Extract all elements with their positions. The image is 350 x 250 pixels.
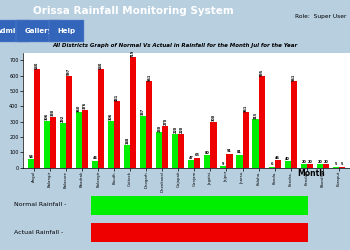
Text: Role:  Super User: Role: Super User [295, 14, 346, 19]
Bar [156, 132, 162, 168]
Text: Admin: Admin [0, 28, 21, 34]
Bar [91, 196, 308, 215]
Bar [210, 122, 217, 168]
Text: 561: 561 [292, 74, 296, 81]
Text: 80: 80 [205, 150, 210, 154]
Text: 91: 91 [227, 149, 232, 153]
Text: 306: 306 [45, 113, 49, 120]
Bar [226, 154, 233, 168]
Bar [243, 112, 248, 168]
Text: 40: 40 [285, 157, 290, 161]
Bar [140, 116, 146, 168]
Text: 337: 337 [141, 108, 145, 115]
Bar [323, 164, 329, 168]
Text: 220: 220 [180, 126, 183, 133]
Bar [44, 120, 50, 168]
Text: 47: 47 [189, 156, 194, 160]
Text: 431: 431 [115, 94, 119, 101]
Bar [188, 160, 194, 168]
Bar [66, 76, 72, 168]
Bar [91, 223, 308, 242]
Text: Normal Rainfall -: Normal Rainfall - [14, 202, 66, 206]
Bar [98, 69, 104, 168]
Bar [34, 69, 40, 168]
Text: 597: 597 [67, 68, 71, 75]
Text: 20: 20 [307, 160, 312, 164]
Text: 148: 148 [125, 137, 129, 144]
Bar [268, 166, 275, 168]
Text: 81: 81 [237, 150, 242, 154]
Bar [252, 119, 259, 168]
Bar [130, 57, 136, 168]
Text: 220: 220 [173, 126, 177, 133]
Text: All Districts Graph of Normal Vs Actual in Rainfall for the Month Jul for the Ye: All Districts Graph of Normal Vs Actual … [52, 43, 298, 48]
Bar [194, 158, 201, 168]
Bar [307, 164, 313, 168]
Bar [28, 159, 34, 168]
Text: 44: 44 [93, 156, 97, 160]
Text: 561: 561 [147, 74, 151, 81]
Bar [108, 120, 114, 168]
Text: 595: 595 [260, 68, 264, 76]
Bar [50, 117, 56, 168]
Bar [76, 112, 82, 168]
Bar [332, 167, 339, 168]
Bar [146, 82, 152, 168]
Text: 46: 46 [275, 156, 280, 160]
Text: 719: 719 [131, 50, 135, 57]
Bar [204, 155, 210, 168]
Text: 640: 640 [35, 62, 39, 69]
Bar [220, 166, 226, 168]
Text: 300: 300 [211, 114, 216, 121]
Text: 65: 65 [195, 153, 200, 157]
Bar [290, 82, 297, 168]
Bar [124, 145, 130, 168]
Bar [92, 161, 98, 168]
Bar [275, 160, 281, 168]
Text: Help: Help [57, 28, 76, 34]
Text: Orissa Rainfall Monitoring System: Orissa Rainfall Monitoring System [33, 6, 233, 16]
Text: 230: 230 [157, 124, 161, 132]
Text: 5: 5 [335, 162, 337, 166]
Text: 360: 360 [77, 104, 81, 112]
Text: 640: 640 [99, 62, 103, 69]
Bar [178, 134, 184, 168]
Text: 270: 270 [163, 118, 167, 126]
Text: 54: 54 [29, 154, 33, 158]
Bar [60, 123, 66, 168]
Bar [162, 126, 168, 168]
Text: 306: 306 [109, 113, 113, 120]
Bar [301, 164, 307, 168]
Text: 315: 315 [253, 111, 258, 118]
Text: 361: 361 [244, 104, 247, 112]
Text: Gallery: Gallery [25, 28, 52, 34]
Text: 5: 5 [341, 162, 343, 166]
Text: 20: 20 [317, 160, 322, 164]
Text: Month: Month [297, 168, 324, 177]
Bar [172, 134, 178, 168]
Text: 292: 292 [61, 115, 65, 122]
Text: Actual Rainfall -: Actual Rainfall - [14, 230, 63, 235]
Bar [285, 161, 290, 168]
Text: 6: 6 [270, 162, 273, 166]
Bar [114, 102, 120, 168]
Bar [237, 155, 243, 168]
Text: 20: 20 [323, 160, 328, 164]
Bar [317, 164, 323, 168]
Text: 330: 330 [51, 109, 55, 116]
Text: 376: 376 [83, 102, 87, 109]
Bar [339, 167, 345, 168]
Bar [82, 110, 88, 168]
Bar [259, 76, 265, 168]
Text: 9: 9 [222, 162, 225, 166]
Text: 20: 20 [301, 160, 306, 164]
